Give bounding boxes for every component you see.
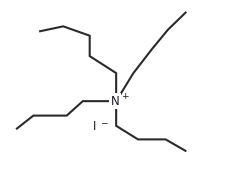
Text: −: − xyxy=(100,118,107,127)
Text: N: N xyxy=(110,95,119,108)
Text: I: I xyxy=(92,120,95,133)
Text: +: + xyxy=(121,92,128,101)
